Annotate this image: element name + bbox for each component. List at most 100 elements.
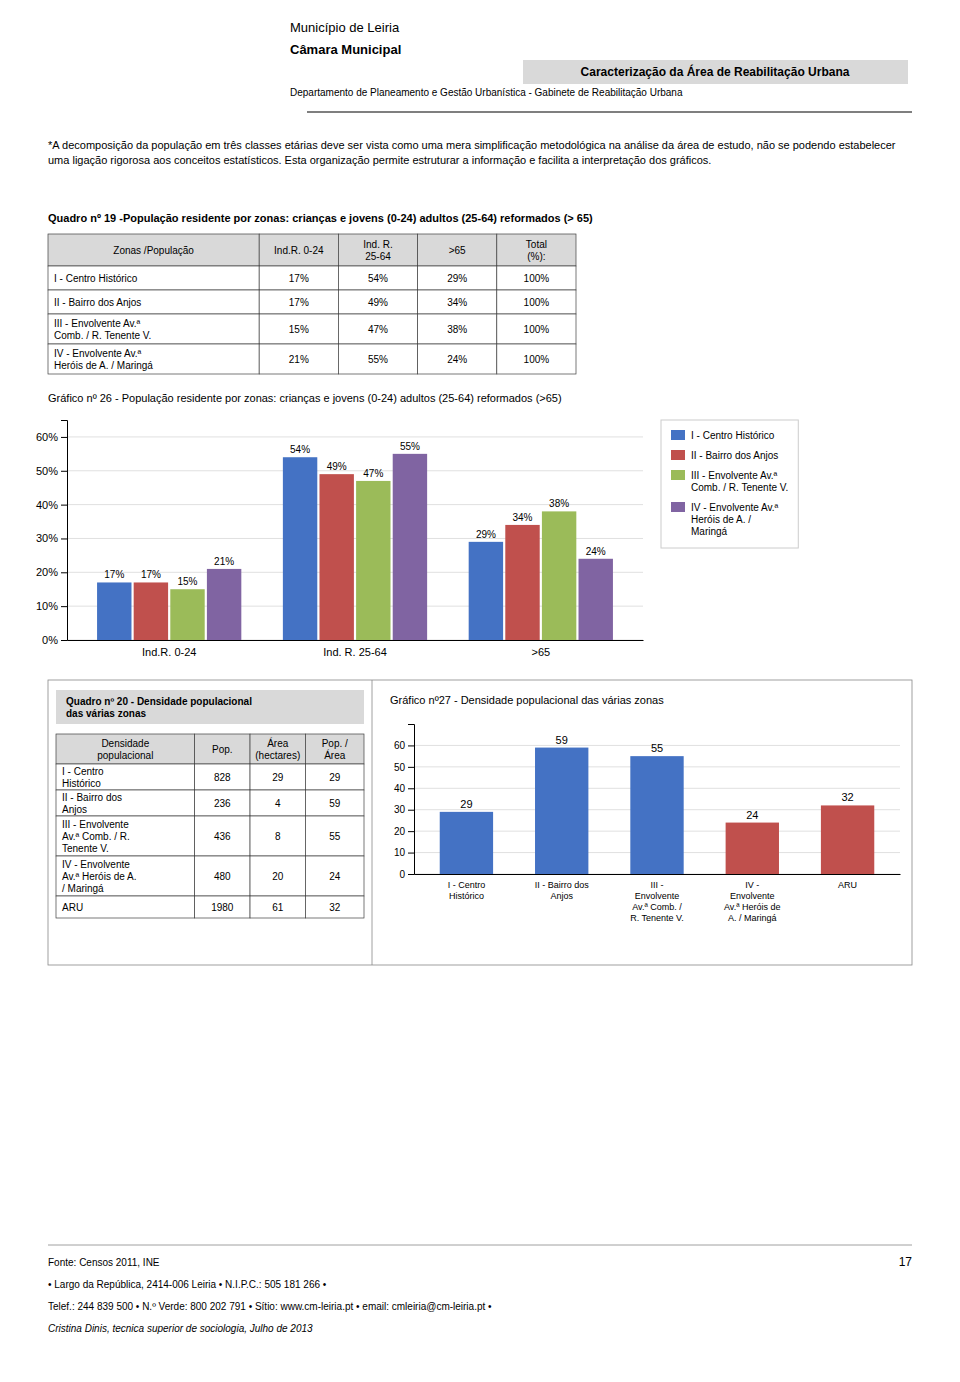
text-line: II - Bairro dos Anjos <box>54 297 141 308</box>
table-cell-text: 47% <box>368 324 388 335</box>
text-line: 24 <box>329 871 341 882</box>
legend-swatch <box>671 430 685 440</box>
tick-mark <box>408 767 414 768</box>
tick-label: ARU <box>838 880 857 890</box>
table-cell-text: 100% <box>524 297 550 308</box>
legend-entry: I - Centro Histórico <box>691 430 775 441</box>
table: Zonas /PopulaçãoInd.R. 0-24Ind. R.25-64>… <box>48 234 576 374</box>
grid-line <box>67 436 643 437</box>
header-title-left1: Município de Leiria <box>290 20 400 35</box>
tick-label: 10% <box>36 600 58 612</box>
bar <box>440 812 493 874</box>
table-cell <box>338 290 417 314</box>
tick-mark <box>61 640 67 641</box>
legend-swatch <box>671 450 685 460</box>
text-line: Heróis de A. / Maringá <box>54 360 153 371</box>
chart-title: Gráfico nº 26 - População residente por … <box>48 392 562 404</box>
text-line: Heróis de A. / <box>691 514 751 525</box>
table-header-text: Ind. R.25-64 <box>363 239 392 262</box>
bar <box>97 582 131 640</box>
text-line: 61 <box>272 902 284 913</box>
text-line: Quadro nº 20 - Densidade populacional <box>66 696 252 707</box>
table-cell <box>48 314 259 344</box>
text-line: 47% <box>368 324 388 335</box>
text-line: Ind.R. 0-24 <box>274 245 324 256</box>
table-cell <box>305 856 364 896</box>
text-line: Pop. / <box>322 738 348 749</box>
table-cell <box>56 764 195 790</box>
legend-entry: IV - Envolvente Av.ªHeróis de A. /Maring… <box>691 502 779 537</box>
text-line: 54% <box>368 273 388 284</box>
bar <box>535 748 588 874</box>
text-line: Envolvente <box>730 891 775 901</box>
grid <box>414 745 900 874</box>
table-cell <box>195 790 250 816</box>
text-line: Ind. R. 25-64 <box>323 646 387 658</box>
text-line: 4 <box>275 798 281 809</box>
table-header-cell <box>259 234 338 266</box>
text-line: III - Envolvente Av.ª <box>691 470 777 481</box>
text-line: II - Bairro dos <box>62 792 122 803</box>
header: Município de LeiriaCâmara MunicipalDepar… <box>290 20 912 112</box>
text-line: ARU <box>62 902 83 913</box>
x-axis: Ind.R. 0-24Ind. R. 25-64>65 <box>68 641 644 658</box>
table-cell-text: 55 <box>329 831 341 842</box>
text-line: 29% <box>447 273 467 284</box>
y-axis: 0%10%20%30%40%50%60% <box>36 421 68 647</box>
tick-mark <box>408 788 414 789</box>
footer-line: Telef.: 244 839 500 • N.º Verde: 800 202… <box>48 1301 492 1312</box>
tick-label: III -EnvolventeAv.ª Comb. /R. Tenente V. <box>630 880 684 922</box>
tick-mark <box>408 831 414 832</box>
text-line: 436 <box>214 831 231 842</box>
bar <box>469 542 503 640</box>
text-line: 20 <box>272 871 284 882</box>
table-cell <box>305 764 364 790</box>
table-cell-text: 436 <box>214 831 231 842</box>
text-line: Envolvente <box>635 891 680 901</box>
text-line: 17% <box>289 273 309 284</box>
table-cell <box>259 314 338 344</box>
table-title-box <box>56 690 364 724</box>
table-cell-text: 29% <box>447 273 467 284</box>
table-cell-text: 21% <box>289 354 309 365</box>
table-header-cell <box>250 734 305 764</box>
bar <box>134 582 168 640</box>
legend-swatch <box>671 502 685 512</box>
text-line: 34% <box>447 297 467 308</box>
text-line: Histórico <box>449 891 484 901</box>
bars <box>97 454 613 640</box>
table-cell <box>418 290 497 314</box>
text-line: 100% <box>524 297 550 308</box>
table-title: Quadro nº 19 -População residente por zo… <box>48 212 593 224</box>
table-cell-text: II - Bairro dos Anjos <box>54 297 141 308</box>
tick-label: >65 <box>531 646 550 658</box>
text-line: 38% <box>447 324 467 335</box>
text-line: / Maringá <box>62 883 104 894</box>
bars <box>440 748 875 874</box>
table-cell-text: 29 <box>329 772 341 783</box>
table-cell-text: IV - Envolvente Av.ªHeróis de A. / Marin… <box>54 348 153 371</box>
table-cell <box>48 266 259 290</box>
table-cell-text: 59 <box>329 798 341 809</box>
text-line: I - Centro Histórico <box>691 430 775 441</box>
text-line: Av.ª Comb. / <box>632 902 682 912</box>
text-line: A. / Maringá <box>728 913 777 923</box>
data-label: 34% <box>512 512 532 523</box>
table-cell-text: 24% <box>447 354 467 365</box>
page: Município de LeiriaCâmara MunicipalDepar… <box>0 0 960 1382</box>
tick: 60 <box>394 740 414 751</box>
table-cell-text: 54% <box>368 273 388 284</box>
text-line: IV - Envolvente <box>62 859 130 870</box>
table-cell-text: 34% <box>447 297 467 308</box>
tick: II - Bairro dosAnjos <box>535 880 590 901</box>
text-line: I - Centro <box>448 880 486 890</box>
table-cell-text: 480 <box>214 871 231 882</box>
text-line: R. Tenente V. <box>630 913 684 923</box>
tick-mark <box>408 874 414 875</box>
bar <box>170 589 204 640</box>
data-label: 21% <box>214 556 234 567</box>
grid <box>67 437 643 640</box>
legend-entry: II - Bairro dos Anjos <box>691 450 778 461</box>
tick: 20 <box>394 826 414 837</box>
text-line: II - Bairro dos Anjos <box>691 450 778 461</box>
